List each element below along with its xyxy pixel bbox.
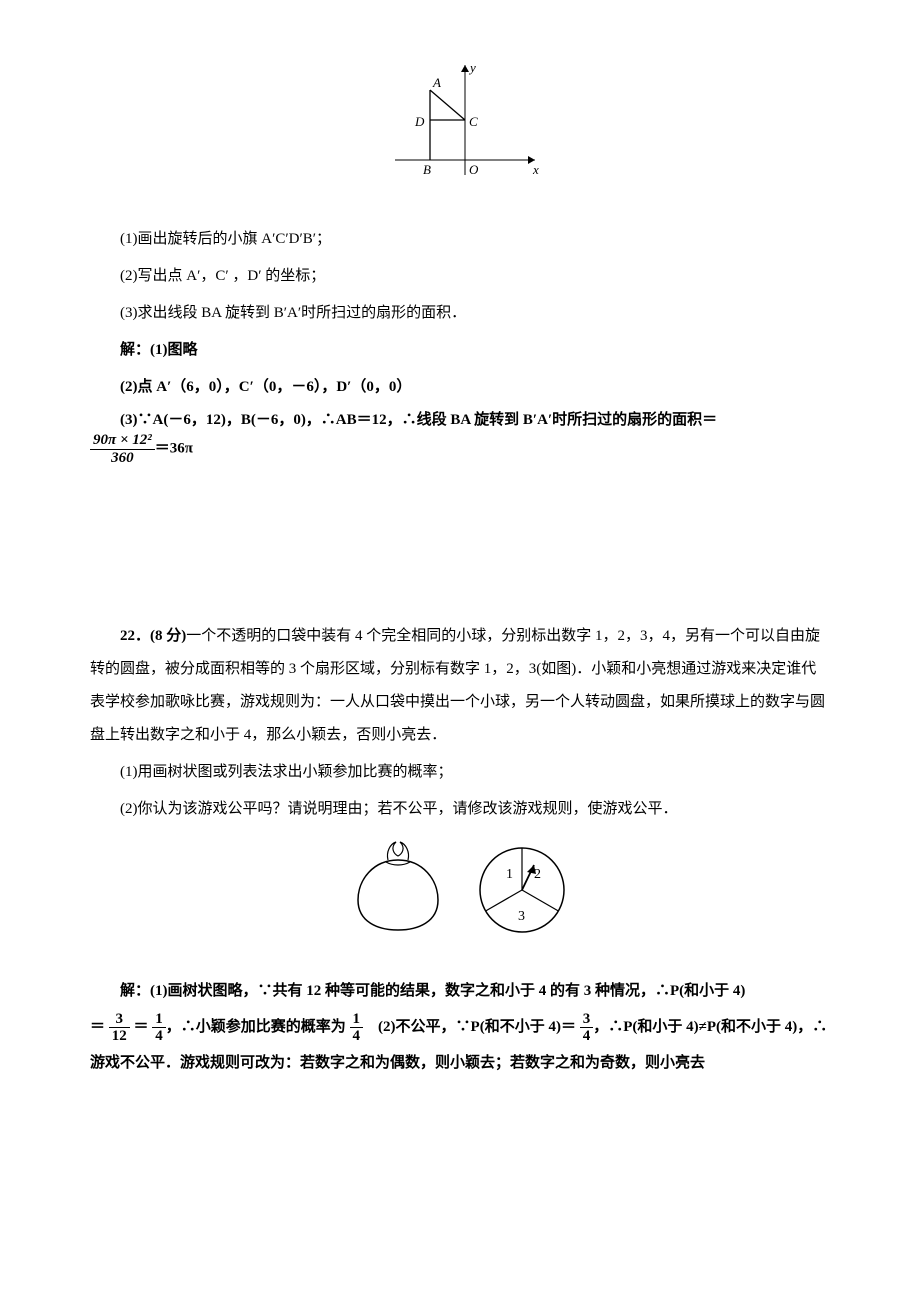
- q21-sol-3: (3)∵A(－6，12)，B(－6，0)，∴AB＝12，∴线段 BA 旋转到 B…: [90, 408, 830, 466]
- spacer: [90, 466, 830, 616]
- q22-f4: 3 4: [580, 1011, 594, 1045]
- q21-sol3-frac: 90π × 12² 360: [90, 432, 155, 466]
- q22-sol1a: 解：(1)画树状图略，∵共有 12 种等可能的结果，数字之和小于 4 的有 3 …: [90, 983, 745, 999]
- bag-svg: [338, 830, 458, 940]
- label-B: B: [423, 162, 431, 177]
- q22-lead: 22．(8 分)一个不透明的口袋中装有 4 个完全相同的小球，分别标出数字 1，…: [90, 620, 830, 752]
- q22-sol2a: (2)不公平，∵P(和不小于 4)＝: [363, 1019, 576, 1035]
- q22-solution: 解：(1)画树状图略，∵共有 12 种等可能的结果，数字之和小于 4 的有 3 …: [90, 973, 830, 1081]
- q21-part2: (2)写出点 A′，C′ ，D′ 的坐标；: [90, 260, 830, 293]
- q22-f1: 3 12: [109, 1011, 130, 1045]
- eq1: ＝: [90, 1019, 105, 1035]
- figure-1-coord-flag: A D C B O x y: [90, 60, 830, 203]
- figure-2-bag-spinner: 1 2 3: [90, 830, 830, 953]
- spinner-label-2: 2: [534, 867, 541, 882]
- q22-part1: (1)用画树状图或列表法求出小颖参加比赛的概率；: [90, 756, 830, 789]
- label-y: y: [468, 60, 476, 75]
- spinner-svg: 1 2 3: [462, 830, 582, 940]
- q22-part2: (2)你认为该游戏公平吗？请说明理由；若不公平，请修改该游戏规则，使游戏公平．: [90, 793, 830, 826]
- spinner-label-1: 1: [506, 867, 513, 882]
- eq2: ＝: [134, 1019, 149, 1035]
- frac-den: 360: [90, 450, 155, 467]
- q22-lead-text: 22．(8 分)一个不透明的口袋中装有 4 个完全相同的小球，分别标出数字 1，…: [90, 628, 825, 743]
- coord-axes-svg: A D C B O x y: [375, 60, 545, 190]
- q21-sol3-post: ＝36π: [155, 440, 193, 456]
- spinner-label-3: 3: [518, 909, 525, 924]
- label-A: A: [432, 75, 441, 90]
- q22-sol1b: ，∴小颖参加比赛的概率为: [166, 1019, 346, 1035]
- q21-sol3-pre: (3)∵A(－6，12)，B(－6，0)，∴AB＝12，∴线段 BA 旋转到 B…: [90, 412, 717, 428]
- label-x: x: [532, 162, 539, 177]
- label-C: C: [469, 114, 478, 129]
- label-O: O: [469, 162, 479, 177]
- label-D: D: [414, 114, 425, 129]
- frac-num: 90π × 12²: [90, 432, 155, 450]
- q22-f3: 1 4: [350, 1011, 364, 1045]
- q21-sol-2: (2)点 A′（6，0），C′（0，－6），D′（0，0）: [90, 371, 830, 404]
- q21-part3: (3)求出线段 BA 旋转到 B′A′时所扫过的扇形的面积．: [90, 297, 830, 330]
- q21-sol-1: 解：(1)图略: [90, 334, 830, 367]
- q21-part1: (1)画出旋转后的小旗 A′C′D′B′；: [90, 223, 830, 256]
- q22-f2: 1 4: [152, 1011, 166, 1045]
